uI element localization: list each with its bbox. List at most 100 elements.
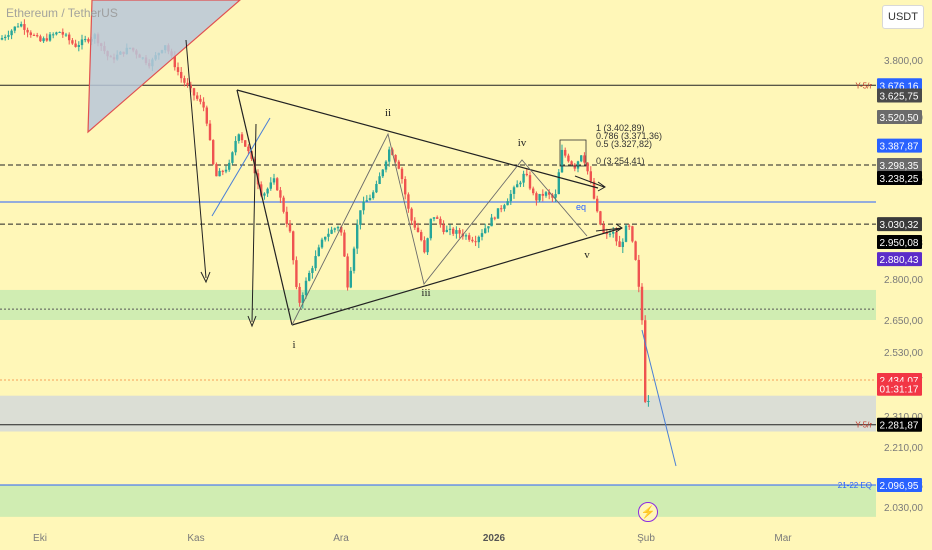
candle-body-190 bbox=[608, 233, 612, 235]
wave-label-iv: iv bbox=[518, 137, 527, 149]
candle-body-159 bbox=[509, 193, 512, 202]
candle-body-5 bbox=[16, 26, 20, 28]
currency-button[interactable]: USDT bbox=[882, 5, 924, 29]
x-tick-0: Eki bbox=[33, 533, 47, 544]
candle-body-1 bbox=[4, 36, 7, 39]
lightning-glyph: ⚡ bbox=[640, 505, 656, 519]
candle-body-97 bbox=[311, 268, 314, 273]
candle-body-168 bbox=[538, 193, 541, 201]
candle-body-17 bbox=[55, 32, 58, 35]
candle-body-174 bbox=[557, 172, 560, 195]
price-label-9: 2.434,07 bbox=[880, 376, 919, 387]
candle-body-133 bbox=[426, 238, 429, 253]
candle-body-165 bbox=[528, 175, 532, 189]
zone-0 bbox=[0, 289, 876, 320]
price-label-bg-10 bbox=[877, 381, 922, 396]
candle-body-100 bbox=[320, 239, 324, 248]
candle-body-93 bbox=[298, 286, 301, 303]
candle-body-119 bbox=[381, 169, 384, 177]
y-tick-6: 2.530,00 bbox=[884, 348, 923, 359]
candle-body-140 bbox=[448, 228, 452, 230]
candle-body-22 bbox=[71, 40, 74, 44]
candle-body-54 bbox=[173, 55, 176, 68]
candle-body-70 bbox=[224, 169, 228, 172]
candle-body-160 bbox=[512, 187, 516, 194]
candle-body-193 bbox=[618, 241, 621, 248]
price-label-0: 3.676,16 bbox=[880, 81, 919, 92]
candle-body-57 bbox=[183, 78, 186, 83]
zone-2 bbox=[0, 485, 876, 517]
candle-body-111 bbox=[356, 224, 359, 249]
candle-body-197 bbox=[631, 226, 634, 242]
candle-body-155 bbox=[496, 208, 500, 219]
candle-body-195 bbox=[624, 225, 628, 242]
candle-body-148 bbox=[474, 241, 477, 243]
candle-body-120 bbox=[384, 161, 388, 170]
candle-body-164 bbox=[525, 173, 528, 176]
candle-body-130 bbox=[416, 227, 420, 233]
candle-body-88 bbox=[282, 197, 285, 212]
candle-body-0 bbox=[0, 38, 4, 40]
price-label-5: 3.238,25 bbox=[880, 174, 919, 185]
price-label-4: 3.298,35 bbox=[880, 161, 919, 172]
candle-body-74 bbox=[237, 134, 240, 141]
candle-body-98 bbox=[314, 256, 317, 269]
candle-body-162 bbox=[519, 182, 522, 185]
wave-label-ii: ii bbox=[385, 107, 391, 119]
candle-body-113 bbox=[362, 201, 365, 211]
candle-body-129 bbox=[413, 220, 416, 228]
candle-body-58 bbox=[186, 82, 189, 86]
candle-body-83 bbox=[266, 188, 269, 194]
x-tick-3: 2026 bbox=[483, 533, 506, 544]
candle-body-99 bbox=[317, 247, 320, 257]
candle-body-142 bbox=[455, 230, 458, 234]
candle-body-196 bbox=[628, 225, 631, 227]
x-tick-4: Şub bbox=[637, 533, 655, 544]
candle-body-76 bbox=[244, 140, 247, 147]
candle-body-56 bbox=[180, 71, 183, 79]
candle-body-143 bbox=[458, 230, 461, 234]
candle-body-116 bbox=[372, 192, 375, 199]
candle-body-127 bbox=[407, 194, 410, 209]
candle-body-173 bbox=[554, 194, 557, 198]
candle-body-61 bbox=[196, 95, 199, 99]
x-tick-2: Ara bbox=[333, 533, 349, 544]
candle-body-169 bbox=[541, 193, 544, 196]
candle-body-81 bbox=[260, 184, 263, 196]
triangle-upper-line bbox=[236, 89, 599, 189]
zone-1 bbox=[0, 395, 876, 432]
candle-body-23 bbox=[74, 43, 77, 47]
candle-body-128 bbox=[410, 208, 413, 221]
y-tick-8: 2.310,00 bbox=[884, 412, 923, 423]
candle-body-106 bbox=[340, 226, 343, 233]
lightning-icon[interactable]: ⚡ bbox=[638, 502, 658, 522]
price-label-bg-12 bbox=[877, 478, 922, 492]
candle-body-134 bbox=[429, 218, 432, 239]
candle-body-201 bbox=[644, 320, 647, 402]
wedge-shape bbox=[87, 0, 241, 134]
candle-body-161 bbox=[516, 184, 519, 188]
price-label-12: 2.096,95 bbox=[880, 481, 919, 492]
price-label-10: 01:31:17 bbox=[880, 385, 919, 396]
candle-body-199 bbox=[637, 259, 640, 287]
fib-label-1: 0.786 (3.371,36) bbox=[596, 131, 662, 141]
candle-body-105 bbox=[336, 226, 340, 229]
candle-body-82 bbox=[263, 193, 266, 196]
price-label-7: 2.950,08 bbox=[880, 238, 919, 249]
candle-body-121 bbox=[388, 149, 391, 162]
wave-label-i: i bbox=[292, 339, 295, 351]
blue-trendline-1 bbox=[211, 117, 271, 217]
candle-body-135 bbox=[432, 217, 436, 219]
candle-body-200 bbox=[640, 286, 644, 321]
candle-body-27 bbox=[87, 39, 90, 42]
price-label-bg-5 bbox=[877, 171, 922, 185]
candle-body-163 bbox=[522, 173, 525, 183]
candle-body-125 bbox=[400, 168, 404, 180]
price-label-6: 3.030,32 bbox=[880, 220, 919, 231]
candle-body-21 bbox=[68, 34, 71, 41]
arrow-right-1 bbox=[574, 175, 606, 192]
candle-body-108 bbox=[346, 256, 349, 288]
candle-body-104 bbox=[333, 228, 336, 230]
